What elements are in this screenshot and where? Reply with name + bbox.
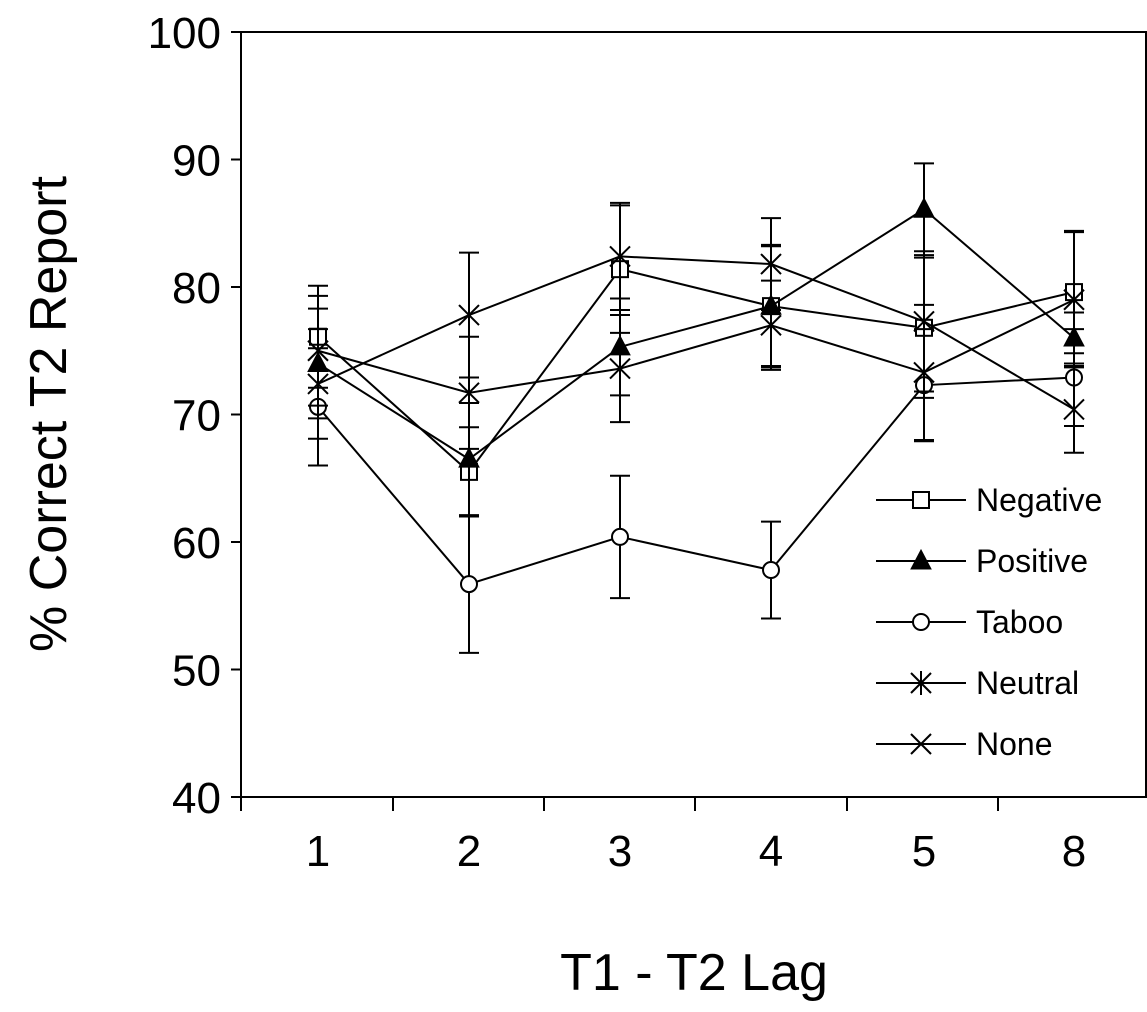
series-line-negative xyxy=(317,268,1075,474)
series-line-positive xyxy=(317,207,1075,461)
x-tick-label: 5 xyxy=(912,827,936,876)
series-positive xyxy=(307,162,1085,517)
series-neutral xyxy=(307,231,1085,450)
data-point-positive xyxy=(458,447,480,468)
cross-stroke xyxy=(609,245,631,268)
square-marker-shape xyxy=(912,491,930,509)
legend-marker-neutral xyxy=(910,671,932,695)
y-tick-label: 50 xyxy=(172,647,221,696)
cross-stroke xyxy=(760,253,782,275)
x-tick-label: 8 xyxy=(1062,827,1086,876)
cross-stroke xyxy=(913,310,935,333)
data-point-neutral xyxy=(760,313,782,338)
legend-label-positive: Positive xyxy=(976,543,1088,579)
y-axis-title: % Correct T2 Report xyxy=(20,176,78,652)
x-tick-label: 4 xyxy=(759,827,783,876)
x-tick-label: 2 xyxy=(457,827,481,876)
series-taboo xyxy=(308,328,1084,654)
data-point-taboo xyxy=(460,575,478,594)
legend-label-taboo: Taboo xyxy=(976,604,1063,640)
data-point-none xyxy=(609,245,631,268)
data-point-positive xyxy=(913,197,935,218)
y-axis: 40 50 60 70 80 90 100 xyxy=(148,9,241,823)
legend-item-none: None xyxy=(876,726,1053,762)
legend-marker-negative xyxy=(912,491,930,509)
data-point-none xyxy=(913,310,935,333)
data-point-none xyxy=(458,304,480,326)
cross-stroke xyxy=(1063,398,1085,421)
data-point-neutral xyxy=(1063,287,1085,312)
y-tick-label: 80 xyxy=(172,264,221,313)
y-tick-label: 70 xyxy=(172,392,221,441)
data-point-taboo xyxy=(762,561,780,580)
data-point-none xyxy=(307,373,329,395)
circle-marker-shape xyxy=(611,527,629,546)
circle-marker-shape xyxy=(460,575,478,594)
cross-stroke xyxy=(458,304,480,326)
legend-label-neutral: Neutral xyxy=(976,665,1079,701)
legend-item-negative: Negative xyxy=(876,482,1102,518)
data-point-none xyxy=(760,253,782,275)
triangle-marker-shape xyxy=(913,197,935,218)
legend: Negative Positive Taboo Neutral None xyxy=(876,482,1102,762)
legend-marker-positive xyxy=(910,548,932,570)
y-tick-label: 60 xyxy=(172,519,221,568)
y-tick-label: 40 xyxy=(172,774,221,823)
series-group xyxy=(307,162,1085,654)
legend-label-negative: Negative xyxy=(976,482,1102,518)
y-tick-label: 90 xyxy=(172,137,221,186)
legend-marker-taboo xyxy=(912,613,930,631)
triangle-marker-shape xyxy=(910,548,932,570)
series-negative xyxy=(308,204,1084,518)
data-point-taboo xyxy=(611,527,629,546)
legend-label-none: None xyxy=(976,726,1053,762)
data-point-neutral xyxy=(458,380,480,405)
series-line-taboo xyxy=(317,376,1075,586)
x-tick-label: 1 xyxy=(306,827,330,876)
y-tick-label: 100 xyxy=(148,9,221,58)
x-axis-title: T1 - T2 Lag xyxy=(560,944,828,1002)
circle-marker-shape xyxy=(762,561,780,580)
legend-item-neutral: Neutral xyxy=(876,665,1079,701)
triangle-marker-shape xyxy=(458,447,480,468)
legend-item-taboo: Taboo xyxy=(876,604,1063,640)
data-point-none xyxy=(1063,398,1085,421)
x-tick-label: 3 xyxy=(608,827,632,876)
series-line-none xyxy=(317,255,1075,411)
series-none xyxy=(307,201,1085,454)
cross-stroke xyxy=(307,373,329,395)
circle-marker-shape xyxy=(912,613,930,631)
series-line-neutral xyxy=(317,298,1075,394)
data-point-neutral xyxy=(609,356,631,381)
legend-marker-none xyxy=(910,733,932,755)
legend-item-positive: Positive xyxy=(876,543,1088,579)
x-axis: 1 2 3 4 5 8 xyxy=(240,797,1086,876)
cross-stroke xyxy=(910,733,932,755)
